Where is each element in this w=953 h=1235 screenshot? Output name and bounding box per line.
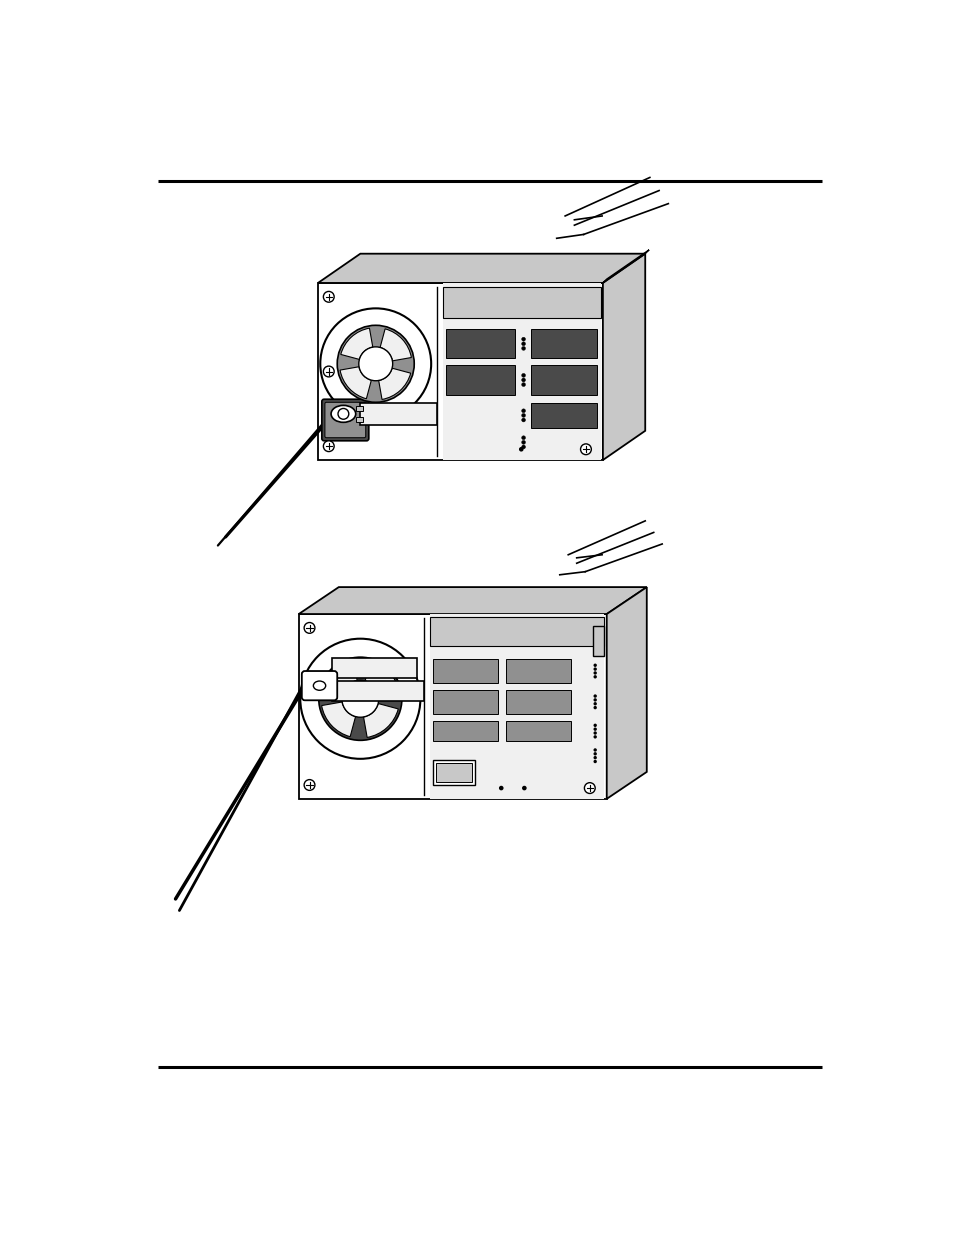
Circle shape <box>498 785 503 790</box>
Bar <box>356 406 362 411</box>
Circle shape <box>593 760 597 763</box>
Circle shape <box>593 676 597 678</box>
Circle shape <box>593 752 597 756</box>
Circle shape <box>521 342 525 346</box>
Bar <box>531 403 596 427</box>
Circle shape <box>593 663 597 667</box>
Circle shape <box>593 698 597 701</box>
Bar <box>505 658 571 683</box>
Ellipse shape <box>313 680 325 690</box>
Bar <box>442 287 600 317</box>
Circle shape <box>521 414 525 417</box>
Circle shape <box>593 701 597 705</box>
Circle shape <box>593 667 597 671</box>
Bar <box>429 614 604 799</box>
Bar <box>433 761 475 785</box>
FancyBboxPatch shape <box>301 671 336 700</box>
Circle shape <box>521 441 525 445</box>
Bar <box>531 330 596 358</box>
Circle shape <box>593 724 597 727</box>
Bar <box>360 403 436 425</box>
Circle shape <box>521 436 525 440</box>
Wedge shape <box>339 367 371 399</box>
Circle shape <box>337 409 349 419</box>
FancyBboxPatch shape <box>321 399 369 441</box>
Circle shape <box>521 347 525 351</box>
Circle shape <box>521 383 525 387</box>
Wedge shape <box>365 661 398 695</box>
Circle shape <box>580 443 591 454</box>
Polygon shape <box>317 253 644 283</box>
Polygon shape <box>602 253 644 461</box>
Bar <box>445 330 515 358</box>
Bar <box>356 417 362 421</box>
Circle shape <box>320 309 431 419</box>
Bar <box>436 763 472 782</box>
Circle shape <box>323 366 334 377</box>
Circle shape <box>593 694 597 698</box>
Circle shape <box>521 445 525 448</box>
Circle shape <box>336 325 414 403</box>
Bar <box>531 366 596 395</box>
Wedge shape <box>379 329 411 361</box>
Polygon shape <box>298 587 646 614</box>
Wedge shape <box>322 659 356 694</box>
Circle shape <box>341 680 378 718</box>
Circle shape <box>323 441 334 452</box>
Circle shape <box>593 748 597 752</box>
Bar <box>445 366 515 395</box>
Circle shape <box>521 373 525 377</box>
Circle shape <box>521 378 525 382</box>
Wedge shape <box>363 704 397 737</box>
Circle shape <box>300 638 420 758</box>
Polygon shape <box>602 249 648 283</box>
Circle shape <box>358 347 393 380</box>
Bar <box>332 680 424 701</box>
Bar <box>592 626 603 656</box>
Bar <box>505 721 571 741</box>
Bar <box>332 658 416 678</box>
Circle shape <box>593 756 597 760</box>
FancyBboxPatch shape <box>325 403 365 437</box>
Circle shape <box>521 419 525 422</box>
Circle shape <box>304 779 314 790</box>
Circle shape <box>593 672 597 674</box>
Polygon shape <box>298 614 606 799</box>
Circle shape <box>521 409 525 412</box>
Wedge shape <box>340 329 373 359</box>
Ellipse shape <box>331 405 355 422</box>
Circle shape <box>518 447 523 452</box>
Bar <box>433 658 497 683</box>
Bar <box>433 721 497 741</box>
Circle shape <box>318 657 401 740</box>
Circle shape <box>593 706 597 709</box>
Circle shape <box>593 727 597 731</box>
Polygon shape <box>606 587 646 799</box>
Circle shape <box>323 291 334 303</box>
Wedge shape <box>378 368 410 399</box>
Circle shape <box>593 735 597 739</box>
Circle shape <box>593 731 597 735</box>
Circle shape <box>521 337 525 341</box>
Bar <box>433 689 497 714</box>
Wedge shape <box>321 701 355 737</box>
Polygon shape <box>317 283 602 461</box>
Circle shape <box>584 783 595 793</box>
Bar <box>505 689 571 714</box>
Circle shape <box>521 785 526 790</box>
Bar <box>442 283 600 461</box>
Circle shape <box>304 622 314 634</box>
Bar <box>429 618 604 646</box>
